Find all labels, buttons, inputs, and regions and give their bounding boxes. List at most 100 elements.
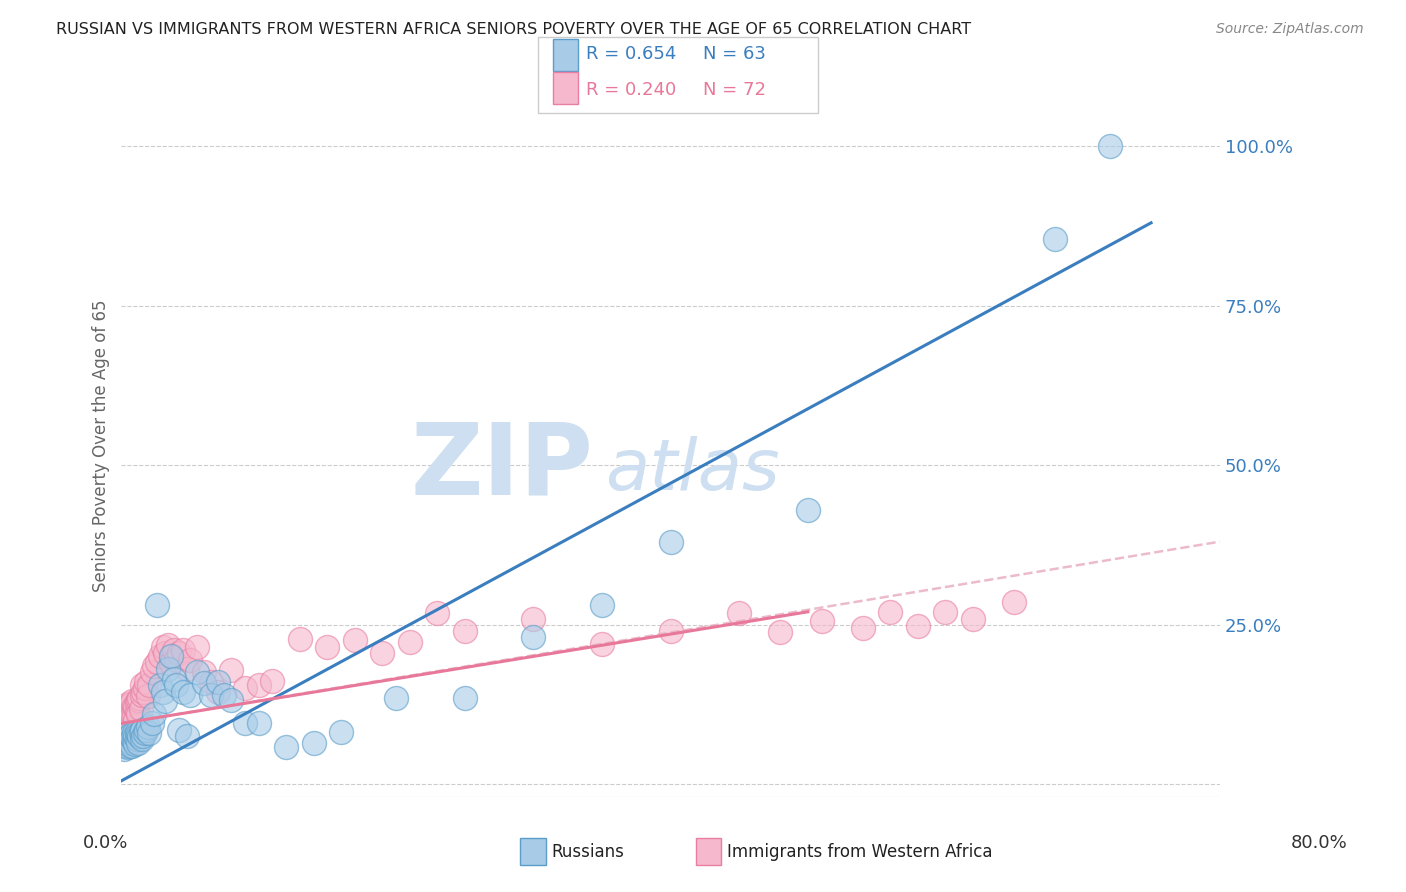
Point xyxy=(127,706,149,721)
Point xyxy=(276,739,298,754)
Point xyxy=(176,662,198,676)
Point xyxy=(160,649,183,664)
Point xyxy=(157,638,180,652)
Point xyxy=(728,606,751,620)
Point xyxy=(111,739,134,753)
Point xyxy=(134,726,156,740)
Point xyxy=(128,690,150,705)
Point xyxy=(934,605,956,619)
Point xyxy=(120,710,142,724)
Point xyxy=(138,726,160,740)
Point xyxy=(522,612,544,626)
Point xyxy=(316,640,339,654)
Point xyxy=(879,605,901,619)
Point xyxy=(179,652,201,666)
Point xyxy=(135,723,157,737)
Point xyxy=(302,735,325,749)
Point xyxy=(124,713,146,727)
Point xyxy=(118,713,141,727)
Point xyxy=(127,735,149,749)
Text: Immigrants from Western Africa: Immigrants from Western Africa xyxy=(727,843,993,861)
Point xyxy=(176,729,198,743)
Point xyxy=(134,681,156,696)
Point xyxy=(117,706,139,721)
Point xyxy=(129,724,152,739)
Point xyxy=(233,716,256,731)
Point xyxy=(797,502,820,516)
Point xyxy=(426,606,449,620)
Point xyxy=(165,678,187,692)
Point xyxy=(120,727,142,741)
Y-axis label: Seniors Poverty Over the Age of 65: Seniors Poverty Over the Age of 65 xyxy=(93,300,110,592)
Point xyxy=(131,732,153,747)
Point xyxy=(122,708,145,723)
Point xyxy=(117,731,139,745)
Point xyxy=(118,739,141,753)
Point xyxy=(143,706,166,721)
Point xyxy=(121,739,143,753)
Point xyxy=(122,699,145,714)
Point xyxy=(136,689,159,703)
Point xyxy=(124,700,146,714)
Point xyxy=(111,716,134,731)
Text: 0.0%: 0.0% xyxy=(83,834,128,852)
Point xyxy=(132,729,155,743)
Point xyxy=(114,700,136,714)
Point xyxy=(149,649,172,664)
Point xyxy=(186,665,208,680)
Point xyxy=(125,732,148,747)
Text: atlas: atlas xyxy=(605,436,779,505)
Point xyxy=(149,678,172,692)
Point xyxy=(125,724,148,739)
Point xyxy=(193,665,215,680)
Point xyxy=(165,652,187,666)
Point xyxy=(143,659,166,673)
Point xyxy=(810,615,832,629)
Point xyxy=(129,702,152,716)
Point xyxy=(453,690,475,705)
Point xyxy=(852,621,875,635)
Text: R = 0.240: R = 0.240 xyxy=(586,80,676,98)
Text: N = 63: N = 63 xyxy=(703,45,766,63)
Point xyxy=(591,599,613,613)
Point xyxy=(117,698,139,712)
Point xyxy=(522,630,544,644)
Point xyxy=(162,643,184,657)
Point xyxy=(121,706,143,721)
Point xyxy=(122,726,145,740)
Point xyxy=(1098,139,1121,153)
Point xyxy=(124,729,146,743)
Point xyxy=(219,693,242,707)
Point xyxy=(769,625,792,640)
Point xyxy=(172,684,194,698)
Point xyxy=(155,694,177,708)
Text: Source: ZipAtlas.com: Source: ZipAtlas.com xyxy=(1216,22,1364,37)
Point xyxy=(152,640,174,654)
Point xyxy=(179,688,201,702)
Point xyxy=(330,724,353,739)
Point xyxy=(125,704,148,718)
Point xyxy=(247,678,270,692)
Point xyxy=(200,675,222,690)
Point xyxy=(146,599,169,613)
Point xyxy=(131,688,153,702)
Point xyxy=(112,713,135,727)
Point xyxy=(1002,595,1025,609)
Point xyxy=(118,704,141,718)
Point xyxy=(118,729,141,743)
Point xyxy=(127,693,149,707)
Point xyxy=(157,662,180,676)
Text: R = 0.654: R = 0.654 xyxy=(586,45,676,63)
Point xyxy=(114,732,136,747)
Point xyxy=(112,704,135,718)
Point xyxy=(138,678,160,692)
Point xyxy=(385,690,408,705)
Point xyxy=(591,637,613,651)
Point xyxy=(124,738,146,752)
Point xyxy=(122,733,145,747)
Point xyxy=(120,735,142,749)
Point xyxy=(132,684,155,698)
Point xyxy=(233,681,256,696)
Point xyxy=(167,723,190,737)
Point xyxy=(167,646,190,660)
